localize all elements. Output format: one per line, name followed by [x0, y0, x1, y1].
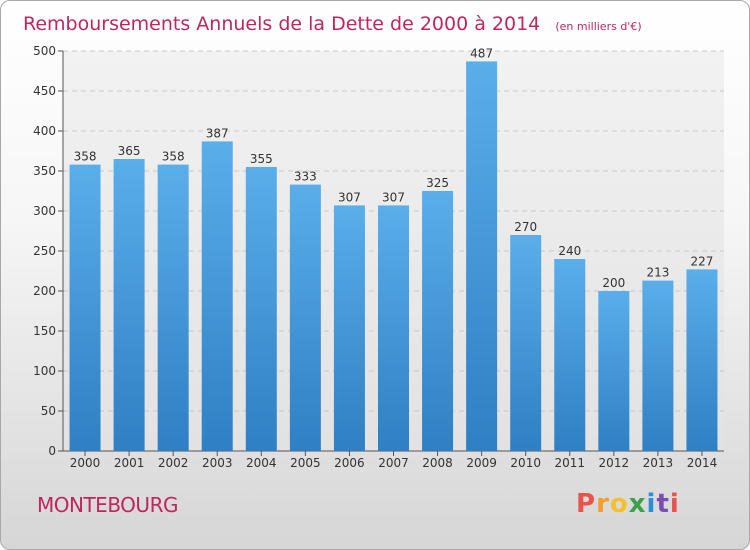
chart-title-unit: (en milliers d'€) — [555, 20, 641, 33]
value-labels: 358 365 358 387 355 333 307 307 325 487 270 240 200 2… — [74, 46, 714, 290]
bar — [642, 280, 674, 451]
x-tick-label: 2011 — [554, 456, 585, 470]
bar — [378, 205, 409, 451]
bar — [69, 164, 101, 451]
x-tick-label: 2005 — [290, 456, 321, 470]
x-tick-label: 2000 — [70, 456, 101, 470]
chart-title-main: Remboursements Annuels de la Dette de 20… — [23, 13, 540, 35]
bar-value-label: 355 — [250, 152, 273, 166]
bar — [510, 235, 542, 451]
bar-value-label: 358 — [74, 150, 97, 164]
y-tick-label: 50 — [41, 404, 56, 418]
y-tick-label: 0 — [48, 444, 56, 458]
logo-letter: o — [609, 489, 629, 519]
bar — [113, 159, 145, 451]
x-tick-label: 2010 — [510, 456, 541, 470]
bar — [201, 141, 233, 451]
y-tick-label: 350 — [33, 164, 56, 178]
logo-letter: t — [656, 489, 670, 519]
y-tick-label: 150 — [33, 324, 56, 338]
bar-value-label: 365 — [118, 144, 141, 158]
bar-value-label: 307 — [382, 190, 405, 204]
y-tick-label: 100 — [33, 364, 56, 378]
y-tick-label: 400 — [33, 124, 56, 138]
logo-letter: i — [646, 489, 657, 519]
bar-value-label: 487 — [470, 46, 493, 60]
x-tick-label: 2006 — [334, 456, 365, 470]
bar — [554, 259, 586, 451]
y-tick-label: 500 — [33, 44, 56, 58]
bar — [422, 191, 454, 451]
bar-value-label: 307 — [338, 190, 361, 204]
bar-value-label: 325 — [426, 176, 449, 190]
bar — [157, 164, 189, 451]
x-tick-label: 2002 — [158, 456, 189, 470]
bar — [466, 61, 498, 452]
x-tick-label: 2013 — [643, 456, 674, 470]
x-tick-label: 2008 — [422, 456, 453, 470]
proxiti-logo: Proxiti — [576, 489, 680, 519]
bar-value-label: 333 — [294, 170, 317, 184]
x-tick-label: 2003 — [202, 456, 233, 470]
y-tick-labels: 0 50 100 150 200 250 300 350 400 450 500 — [33, 44, 63, 458]
chart-title: Remboursements Annuels de la Dette de 20… — [23, 13, 642, 35]
x-tick-label: 2009 — [466, 456, 497, 470]
bar — [686, 269, 718, 451]
bar — [289, 184, 321, 451]
y-tick-label: 450 — [33, 84, 56, 98]
x-tick-label: 2004 — [246, 456, 277, 470]
bar-value-label: 227 — [691, 254, 714, 268]
town-name: MONTEBOURG — [37, 493, 178, 517]
bar-value-label: 270 — [514, 220, 537, 234]
x-tick-labels: 2000 2001 2002 2003 2004 2005 2006 2007 2008 2009… — [70, 451, 717, 470]
x-tick-label: 2007 — [378, 456, 409, 470]
bar — [598, 291, 630, 451]
bar-value-label: 240 — [558, 244, 581, 258]
y-tick-label: 250 — [33, 244, 56, 258]
logo-letter: P — [576, 489, 597, 519]
x-tick-label: 2001 — [114, 456, 145, 470]
y-tick-label: 200 — [33, 284, 56, 298]
x-tick-label: 2014 — [687, 456, 718, 470]
bar — [333, 205, 365, 451]
logo-letter: x — [628, 489, 647, 519]
y-tick-label: 300 — [33, 204, 56, 218]
logo-letter: r — [596, 489, 610, 519]
x-tick-label: 2012 — [599, 456, 630, 470]
logo-letter: i — [669, 489, 680, 519]
bar-value-label: 200 — [602, 276, 625, 290]
bar-value-label: 213 — [646, 266, 669, 280]
bar-value-label: 358 — [162, 150, 185, 164]
bar — [245, 167, 277, 451]
bars — [69, 61, 718, 452]
bar-value-label: 387 — [206, 126, 229, 140]
